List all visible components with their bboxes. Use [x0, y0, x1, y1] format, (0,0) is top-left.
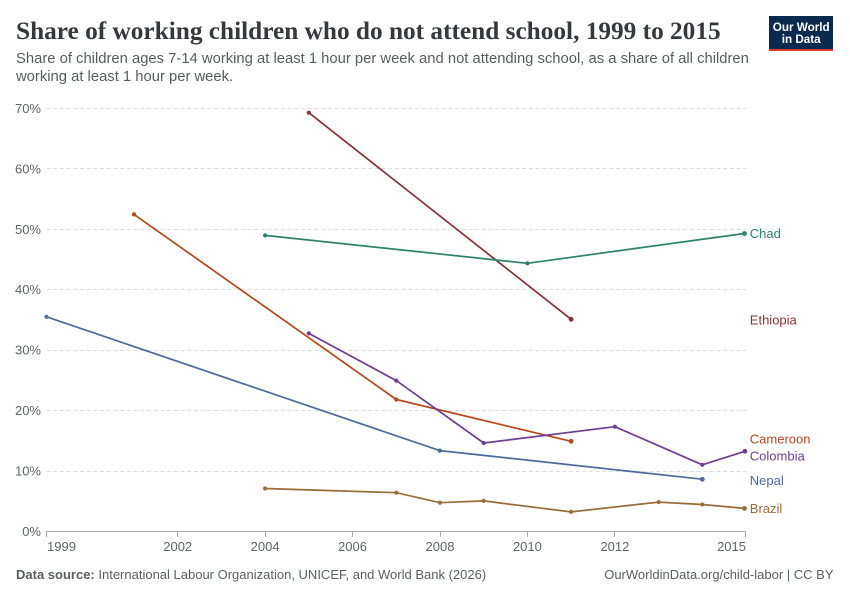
svg-text:60%: 60% [15, 162, 41, 177]
svg-text:Nepal: Nepal [750, 473, 784, 488]
svg-text:10%: 10% [15, 463, 41, 478]
svg-text:Ethiopia: Ethiopia [750, 313, 798, 328]
svg-text:2002: 2002 [163, 539, 192, 554]
svg-text:Cameroon: Cameroon [750, 431, 811, 446]
svg-text:2010: 2010 [513, 539, 542, 554]
svg-text:Chad: Chad [750, 226, 781, 241]
svg-text:Colombia: Colombia [750, 448, 806, 463]
svg-text:2004: 2004 [251, 539, 280, 554]
svg-text:2006: 2006 [338, 539, 367, 554]
svg-text:30%: 30% [15, 343, 41, 358]
svg-text:70%: 70% [15, 101, 41, 116]
svg-text:40%: 40% [15, 282, 41, 297]
svg-text:2015: 2015 [717, 539, 746, 554]
svg-text:Brazil: Brazil [750, 501, 783, 516]
svg-text:2008: 2008 [426, 539, 455, 554]
svg-text:2012: 2012 [600, 539, 629, 554]
svg-text:50%: 50% [15, 222, 41, 237]
svg-text:0%: 0% [22, 524, 41, 539]
svg-text:1999: 1999 [47, 539, 76, 554]
svg-text:20%: 20% [15, 403, 41, 418]
